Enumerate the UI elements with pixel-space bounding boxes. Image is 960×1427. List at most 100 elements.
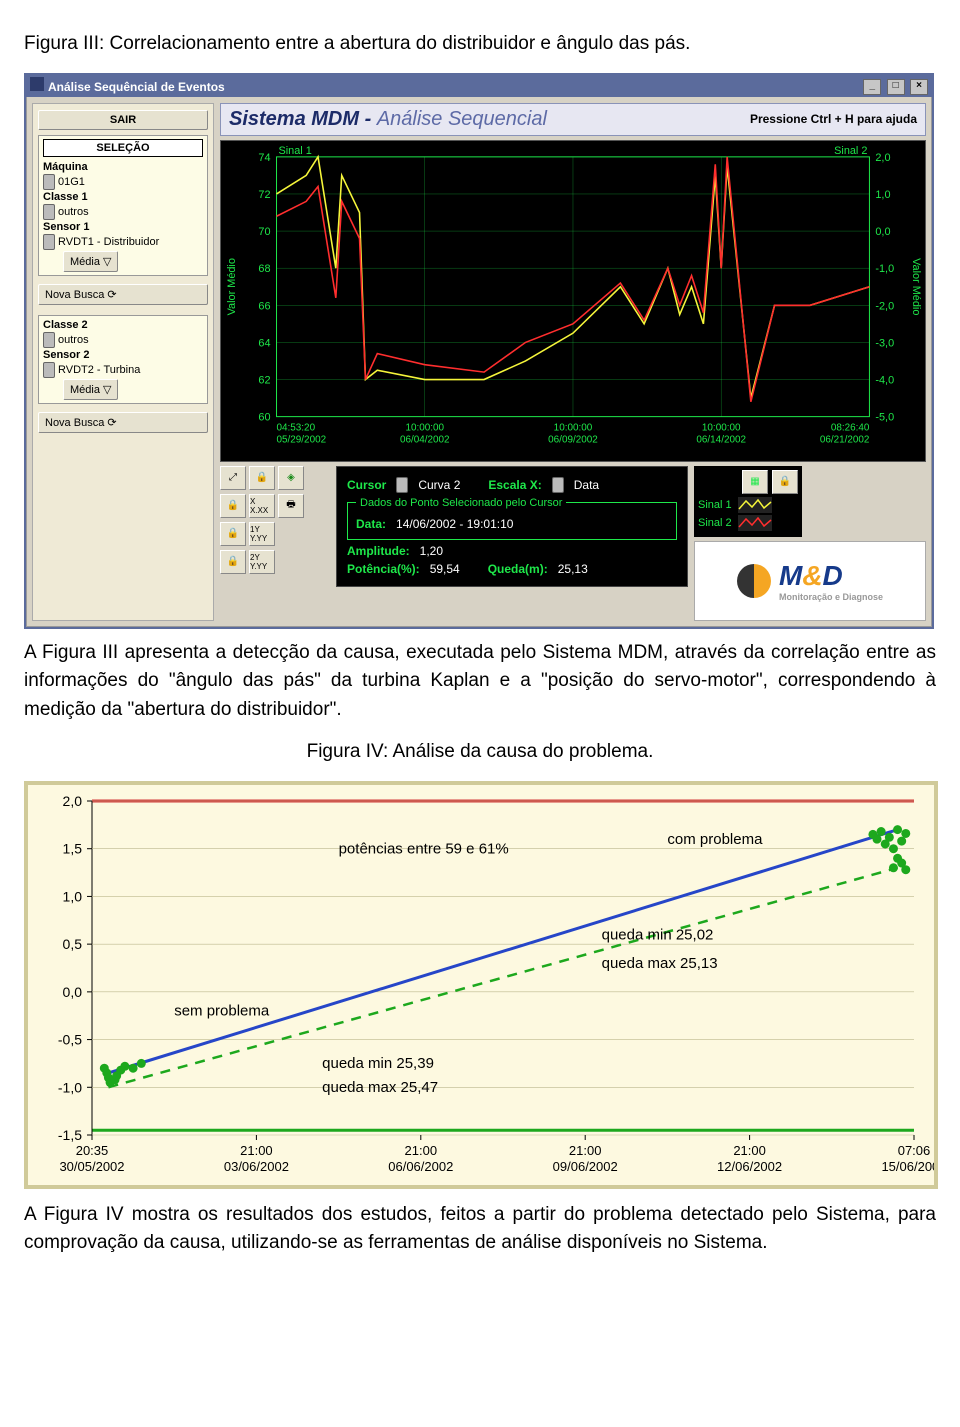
svg-text:66: 66 — [258, 300, 270, 312]
tool-print-icon[interactable]: 🖶 — [278, 494, 304, 518]
tool-lock-icon[interactable]: 🔒 — [220, 550, 246, 574]
amplitude-label: Amplitude: — [347, 544, 410, 558]
knob-icon[interactable] — [396, 477, 408, 493]
media-button[interactable]: Média ▽ — [63, 251, 118, 272]
svg-text:20:35: 20:35 — [76, 1143, 109, 1158]
svg-text:1,5: 1,5 — [63, 840, 83, 856]
cursor-data-box: Cursor Curva 2 Escala X: Data Dados do P… — [336, 466, 688, 587]
svg-text:queda max 25,13: queda max 25,13 — [602, 955, 718, 972]
maximize-button[interactable]: □ — [887, 79, 905, 95]
header-brand: Sistema MDM - — [229, 108, 371, 130]
sidebar: SAIR SELEÇÃO Máquina 01G1 Classe 1 outro… — [32, 103, 214, 621]
svg-text:0,0: 0,0 — [63, 983, 83, 999]
window-title: Análise Sequêncial de Eventos — [48, 80, 225, 94]
svg-text:-0,5: -0,5 — [58, 1031, 82, 1047]
logo-m: M — [779, 560, 802, 591]
svg-text:21:00: 21:00 — [405, 1143, 438, 1158]
escala-value: Data — [574, 478, 599, 492]
svg-text:04:53:20: 04:53:20 — [277, 422, 316, 433]
svg-text:08:26:40: 08:26:40 — [831, 422, 870, 433]
media-button-2[interactable]: Média ▽ — [63, 379, 118, 400]
knob-icon[interactable] — [43, 204, 55, 220]
tool-2y-icon[interactable]: 2Y Y.YY — [249, 550, 275, 574]
tool-1y-icon[interactable]: 1Y Y.YY — [249, 522, 275, 546]
svg-text:30/05/2002: 30/05/2002 — [59, 1159, 124, 1174]
sinal-legend: ▦ 🔒 Sinal 1 Sinal 2 — [694, 466, 802, 537]
svg-text:queda min 25,39: queda min 25,39 — [322, 1055, 434, 1072]
svg-text:0,0: 0,0 — [875, 226, 890, 238]
svg-text:06/09/2002: 06/09/2002 — [548, 434, 598, 445]
knob-icon[interactable] — [43, 362, 55, 378]
svg-text:70: 70 — [258, 226, 270, 238]
svg-text:2,0: 2,0 — [875, 151, 890, 163]
tool-lock-icon[interactable]: 🔒 — [772, 470, 798, 494]
sensor2-value: RVDT2 - Turbina — [58, 364, 140, 376]
svg-text:15/06/2002: 15/06/2002 — [881, 1159, 934, 1174]
sinal2-leg-label: Sinal 2 — [698, 517, 732, 529]
svg-text:sem problema: sem problema — [174, 1002, 270, 1019]
classe2-value: outros — [58, 334, 89, 346]
tool-lock-icon[interactable]: 🔒 — [220, 494, 246, 518]
knob-icon[interactable] — [43, 234, 55, 250]
amplitude-value: 1,20 — [420, 544, 443, 558]
tool-area-icon[interactable]: ▦ — [742, 470, 768, 494]
svg-text:1,0: 1,0 — [63, 888, 83, 904]
svg-text:potências entre 59 e 61%: potências entre 59 e 61% — [339, 840, 509, 857]
knob-icon[interactable] — [43, 332, 55, 348]
svg-text:60: 60 — [258, 411, 270, 423]
minimize-button[interactable]: _ — [863, 79, 881, 95]
svg-text:06/14/2002: 06/14/2002 — [696, 434, 746, 445]
svg-text:03/06/2002: 03/06/2002 — [224, 1159, 289, 1174]
svg-text:06/06/2002: 06/06/2002 — [388, 1159, 453, 1174]
knob-icon[interactable] — [43, 174, 55, 190]
sair-button[interactable]: SAIR — [38, 110, 208, 130]
nova-busca-button-2[interactable]: Nova Busca ⟳ — [38, 412, 208, 433]
tool-diamond-icon[interactable]: ◈ — [278, 466, 304, 490]
sensor2-label: Sensor 2 — [43, 349, 203, 361]
knob-icon[interactable] — [552, 477, 564, 493]
svg-text:Sinal 1: Sinal 1 — [279, 144, 312, 156]
tool-lock-icon[interactable]: 🔒 — [220, 522, 246, 546]
svg-text:0,5: 0,5 — [63, 936, 83, 952]
svg-text:queda max 25,47: queda max 25,47 — [322, 1079, 438, 1096]
caption-fig3: Figura III: Correlacionamento entre a ab… — [24, 30, 936, 59]
svg-text:queda min 25,02: queda min 25,02 — [602, 926, 714, 943]
queda-value: 25,13 — [558, 562, 588, 576]
svg-text:62: 62 — [258, 374, 270, 386]
tool-x-icon[interactable]: X X.XX — [249, 494, 275, 518]
svg-text:Valor Médio: Valor Médio — [910, 258, 922, 315]
data-value: 14/06/2002 - 19:01:10 — [396, 517, 513, 531]
titlebar: Análise Sequêncial de Eventos _ □ × — [26, 75, 932, 97]
data-label: Data: — [356, 517, 386, 531]
sinal1-leg-label: Sinal 1 — [698, 499, 732, 511]
svg-text:68: 68 — [258, 263, 270, 275]
close-button[interactable]: × — [910, 79, 928, 95]
svg-text:Sinal 2: Sinal 2 — [834, 144, 867, 156]
svg-text:07:06: 07:06 — [898, 1143, 931, 1158]
tool-zoom-icon[interactable]: ⤢ — [220, 466, 246, 490]
svg-text:-3,0: -3,0 — [875, 337, 894, 349]
nova-busca-button[interactable]: Nova Busca ⟳ — [38, 284, 208, 305]
svg-text:64: 64 — [258, 337, 270, 349]
selecao2-box: Classe 2 outros Sensor 2 RVDT2 - Turbina… — [38, 315, 208, 404]
caption-fig4: Figura IV: Análise da causa do problema. — [24, 738, 936, 767]
svg-text:-1,0: -1,0 — [58, 1079, 82, 1095]
chart-fig4: -1,5 -1,0 -0,5 0,0 0,5 1,0 1,5 2,0 20:3530/05/20… — [24, 781, 938, 1189]
paragraph-fig4: A Figura IV mostra os resultados dos est… — [24, 1201, 936, 1258]
svg-text:10:00:00: 10:00:00 — [702, 422, 741, 433]
sensor1-value: RVDT1 - Distribuidor — [58, 236, 159, 248]
svg-text:2,0: 2,0 — [63, 793, 83, 809]
svg-text:10:00:00: 10:00:00 — [405, 422, 444, 433]
tool-lock-icon[interactable]: 🔒 — [249, 466, 275, 490]
selecao-box: SELEÇÃO Máquina 01G1 Classe 1 outros Sen… — [38, 135, 208, 276]
svg-text:com problema: com problema — [667, 830, 763, 847]
svg-text:06/21/2002: 06/21/2002 — [820, 434, 870, 445]
logo-d: D — [823, 560, 843, 591]
cursor-value: Curva 2 — [418, 478, 460, 492]
fieldset-legend: Dados do Ponto Selecionado pelo Cursor — [356, 497, 566, 509]
svg-text:-1,5: -1,5 — [58, 1127, 82, 1143]
potencia-label: Potência(%): — [347, 562, 420, 576]
queda-label: Queda(m): — [488, 562, 548, 576]
maquina-label: Máquina — [43, 161, 203, 173]
svg-text:1,0: 1,0 — [875, 188, 890, 200]
